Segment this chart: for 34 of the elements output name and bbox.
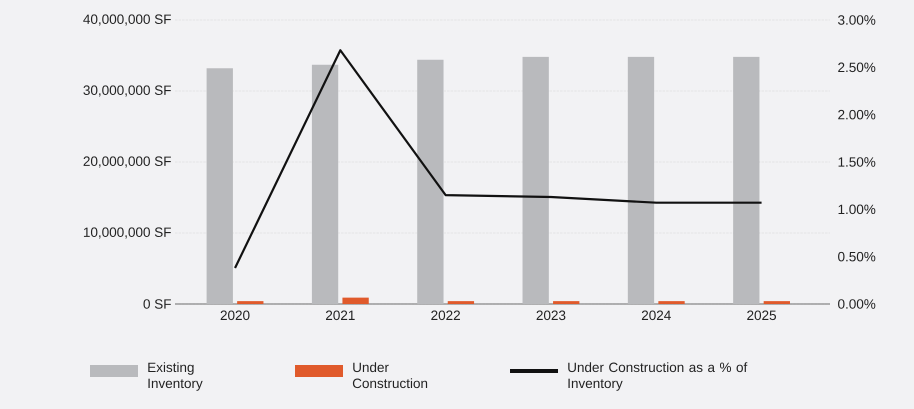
y2-tick-label: 2.00% — [838, 110, 876, 120]
y2-tick-label: 0.50% — [838, 252, 876, 262]
x-tick-label: 2021 — [326, 310, 355, 320]
y-tick-label: 10,000,000 SF — [84, 227, 171, 239]
y2-tick-label: 1.00% — [838, 204, 876, 214]
x-tick-label: 2022 — [431, 310, 460, 320]
line-series — [234, 49, 763, 270]
bar — [628, 56, 654, 304]
y2-tick-label: 0.00% — [838, 299, 876, 309]
legend-label: Under Construction as a % of Inventory — [568, 362, 748, 391]
bar — [522, 56, 549, 304]
bar — [448, 301, 474, 304]
legend-label: Existing Inventory — [148, 362, 203, 391]
bar — [206, 68, 233, 304]
bar — [312, 64, 338, 304]
bar — [417, 60, 444, 304]
y2-tick-label: 3.00% — [838, 15, 876, 25]
y-tick-label: 30,000,000 SF — [83, 85, 171, 97]
x-tick-label: 2024 — [642, 310, 671, 320]
y-tick-label: 20,000,000 SF — [84, 156, 171, 168]
bar — [733, 56, 760, 304]
y2-tick-label: 2.50% — [838, 62, 876, 72]
x-tick-label: 2025 — [747, 310, 776, 320]
legend-label: Under Construction — [352, 362, 428, 388]
bar — [658, 301, 685, 304]
y-tick-label: 40,000,000 SF — [83, 14, 171, 26]
x-tick-label: 2023 — [536, 310, 566, 320]
y2-tick-label: 1.50% — [838, 157, 876, 167]
bar — [237, 301, 264, 304]
bar — [553, 301, 580, 304]
y-tick-label: 0 SF — [144, 299, 171, 309]
x-tick-label: 2020 — [220, 310, 250, 320]
bar — [342, 298, 369, 304]
bar — [764, 301, 790, 304]
